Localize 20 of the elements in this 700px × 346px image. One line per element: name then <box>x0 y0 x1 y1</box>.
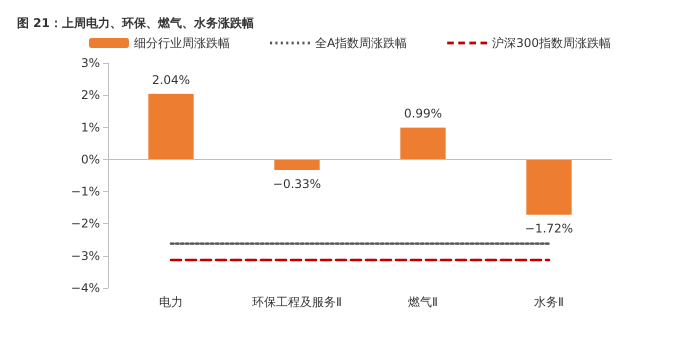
x-tick-label: 电力 <box>159 295 183 309</box>
y-tick-label: 3% <box>80 56 100 70</box>
legend-label: 全A指数周涨跌幅 <box>314 36 408 50</box>
legend-label: 细分行业周涨跌幅 <box>134 36 230 50</box>
chart-title: 图 21：上周电力、环保、燃气、水务涨跌幅 <box>17 16 254 30</box>
data-label: 2.04% <box>152 72 190 87</box>
y-tick-label: 2% <box>80 88 100 102</box>
data-label: 0.99% <box>404 106 442 121</box>
x-tick-label: 水务Ⅱ <box>534 295 564 309</box>
x-tick-label: 环保工程及服务Ⅱ <box>252 295 342 309</box>
y-tick-label: −1% <box>70 184 100 199</box>
x-tick-label: 燃气Ⅱ <box>408 295 438 309</box>
data-label: −1.72% <box>524 222 574 236</box>
data-label: −0.33% <box>272 177 322 192</box>
y-tick-label: 0% <box>80 152 100 166</box>
legend-label: 沪深300指数周涨跌幅 <box>492 36 612 50</box>
y-tick-label: −4% <box>70 281 100 295</box>
y-tick-label: 1% <box>80 120 100 134</box>
y-tick-label: −3% <box>70 248 100 263</box>
y-tick-label: −2% <box>70 216 100 231</box>
